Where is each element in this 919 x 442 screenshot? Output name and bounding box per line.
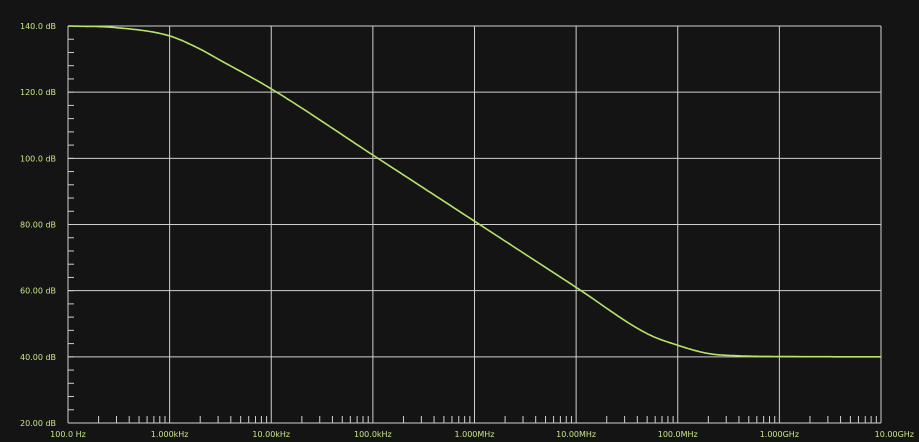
- x-tick-label: 100.0MHz: [658, 430, 698, 439]
- x-tick-label: 1.000GHz: [760, 430, 799, 439]
- gain-curve: [67, 25, 881, 358]
- y-tick-label: 140.0 dB: [20, 22, 56, 31]
- x-tick-label: 10.00GHz: [875, 430, 914, 439]
- y-tick-label: 120.0 dB: [20, 88, 56, 97]
- y-tick-label: 60.00 dB: [20, 287, 56, 296]
- series-layer: [67, 25, 881, 358]
- y-tick-label: 40.00 dB: [20, 353, 56, 362]
- x-tick-label: 100.0kHz: [354, 430, 392, 439]
- y-tick-label: 20.00 dB: [20, 419, 56, 428]
- x-tick-label: 100.0 Hz: [50, 430, 86, 439]
- y-tick-label: 80.00 dB: [20, 221, 56, 230]
- grid-layer: [67, 25, 882, 424]
- x-tick-label: 1.000MHz: [454, 430, 494, 439]
- tick-label-layer: 140.0 dB 120.0 dB 100.0 dB 80.00 dB 60.00 dB…: [20, 22, 914, 439]
- x-tick-label: 10.00kHz: [252, 430, 290, 439]
- x-tick-label: 1.000kHz: [151, 430, 189, 439]
- y-tick-label: 100.0 dB: [20, 154, 56, 163]
- x-tick-label: 10.00MHz: [556, 430, 596, 439]
